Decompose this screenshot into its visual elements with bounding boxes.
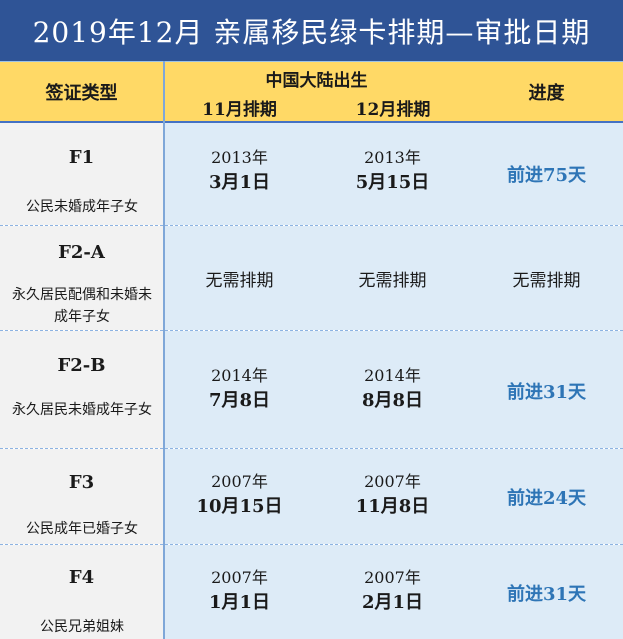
- progress-value: 前进31天: [506, 584, 587, 605]
- header-dec-schedule: 12月排期: [355, 100, 431, 120]
- dec-date-cell: 2007年 11月8日: [316, 470, 469, 520]
- header-visa-type: 签证类型: [45, 82, 118, 104]
- progress-value: 无需排期: [512, 271, 581, 291]
- nov-date-cell: 2007年 10月15日: [163, 470, 316, 520]
- type-cell: [0, 123, 163, 225]
- progress-value: 前进31天: [506, 382, 587, 403]
- data-cell-bg: [165, 331, 623, 448]
- dec-date: 5月15日: [355, 172, 430, 193]
- visa-description: 永久居民配偶和未婚未成年子女: [12, 287, 152, 325]
- dec-year: 2013年: [364, 148, 421, 167]
- nov-date-cell: 2014年 7月8日: [163, 364, 316, 414]
- header-nov-schedule: 11月排期: [202, 100, 277, 120]
- header-progress: 进度: [528, 82, 565, 104]
- data-cell-bg: [165, 545, 623, 639]
- nov-date-cell: 2013年 3月1日: [163, 146, 316, 196]
- table-row: F1 公民未婚成年子女 2013年 3月1日 2013年 5月15日 前进75天: [0, 123, 623, 226]
- visa-description: 公民兄弟姐妹: [40, 619, 124, 635]
- visa-code: F2-B: [57, 355, 106, 376]
- type-cell: [0, 449, 163, 544]
- dec-year: 2007年: [364, 472, 421, 491]
- nov-date: 3月1日: [208, 172, 271, 193]
- visa-code: F2-A: [58, 242, 105, 263]
- nov-year: 2007年: [211, 568, 268, 587]
- visa-description: 公民未婚成年子女: [26, 199, 138, 215]
- table-row: F4 公民兄弟姐妹 2007年 1月1日 2007年 2月1日 前进31天: [0, 545, 623, 639]
- dec-date-cell: 2007年 2月1日: [316, 566, 469, 616]
- nov-date: 10月15日: [196, 496, 283, 517]
- visa-code: F4: [68, 567, 95, 588]
- table-header: 签证类型 中国大陆出生 11月排期 12月排期 进度: [0, 61, 623, 123]
- nov-year: 2007年: [211, 472, 268, 491]
- type-cell: [0, 331, 163, 448]
- visa-code: F1: [68, 147, 95, 168]
- dec-year: 2014年: [364, 366, 421, 385]
- visa-description: 公民成年已婚子女: [26, 521, 138, 537]
- dec-date: 8月8日: [361, 390, 424, 411]
- table-row: F2-B 永久居民未婚成年子女 2014年 7月8日 2014年 8月8日 前进…: [0, 331, 623, 449]
- dec-date-cell: 无需排期: [358, 271, 427, 291]
- page-title: 2019年12月 亲属移民绿卡排期—审批日期: [0, 0, 623, 61]
- table-row: F3 公民成年已婚子女 2007年 10月15日 2007年 11月8日 前进2…: [0, 449, 623, 545]
- visa-description: 永久居民未婚成年子女: [12, 402, 152, 418]
- progress-value: 前进24天: [506, 488, 587, 509]
- nov-date: 1月1日: [208, 592, 271, 613]
- dec-date: 11月8日: [355, 496, 430, 517]
- column-divider: [163, 61, 165, 639]
- data-cell-bg: [165, 449, 623, 544]
- dec-date: 2月1日: [361, 592, 424, 613]
- dec-year: 2007年: [364, 568, 421, 587]
- data-cell-bg: [165, 123, 623, 225]
- nov-year: 2014年: [211, 366, 268, 385]
- data-cell-bg: [165, 226, 623, 330]
- type-cell: [0, 226, 163, 330]
- dec-date-cell: 2013年 5月15日: [316, 146, 469, 196]
- nov-date-cell: 2007年 1月1日: [163, 566, 316, 616]
- visa-code: F3: [68, 472, 95, 493]
- nov-year: 2013年: [211, 148, 268, 167]
- dec-date-cell: 2014年 8月8日: [316, 364, 469, 414]
- nov-date-cell: 无需排期: [205, 271, 274, 291]
- progress-value: 前进75天: [506, 165, 587, 186]
- nov-date: 7月8日: [208, 390, 271, 411]
- type-cell: [0, 545, 163, 639]
- table-row: F2-A 永久居民配偶和未婚未成年子女 无需排期 无需排期 无需排期: [0, 226, 623, 331]
- header-china-born: 中国大陆出生: [265, 71, 368, 91]
